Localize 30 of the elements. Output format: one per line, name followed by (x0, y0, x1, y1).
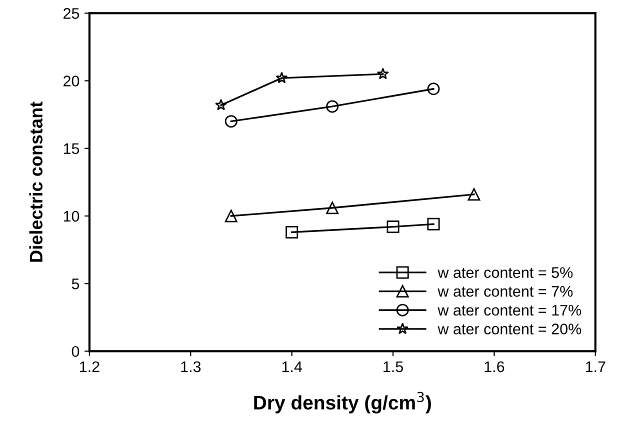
y-tick-label: 5 (72, 278, 80, 290)
y-axis-title: Dielectric constant (29, 102, 43, 262)
y-tick-label: 15 (64, 143, 80, 154)
x-axis-title: Dry density (g/cm$^{3}$) (254, 392, 431, 414)
point (386, 220, 400, 234)
x-tick-label: 1.6 (484, 361, 504, 372)
point (427, 82, 440, 96)
point (376, 68, 389, 80)
point (326, 100, 339, 113)
x-tick-label: 1.4 (282, 361, 302, 372)
x-tick-label: 1.2 (80, 361, 100, 372)
y-tick-label: 25 (64, 8, 80, 19)
legend-label: w ater content = 20% (438, 324, 582, 334)
x-tick-label: 1.5 (384, 361, 404, 372)
y-tick-label: 20 (64, 76, 80, 86)
y-tick-label: 10 (64, 210, 80, 222)
point (224, 210, 238, 222)
legend-label: w ater content = 17% (438, 304, 582, 316)
point (276, 72, 288, 84)
point (427, 218, 440, 230)
point (468, 188, 480, 201)
point (224, 115, 238, 128)
x-tick-label: 1.3 (181, 361, 201, 372)
point (326, 202, 339, 214)
legend-label: w ater content = 7% (438, 286, 573, 297)
y-tick-label: 0 (72, 346, 80, 357)
point (286, 226, 298, 238)
x-tick-label: 1.7 (586, 361, 606, 372)
point (215, 98, 227, 110)
legend-label: w ater content = 5% (438, 267, 573, 278)
